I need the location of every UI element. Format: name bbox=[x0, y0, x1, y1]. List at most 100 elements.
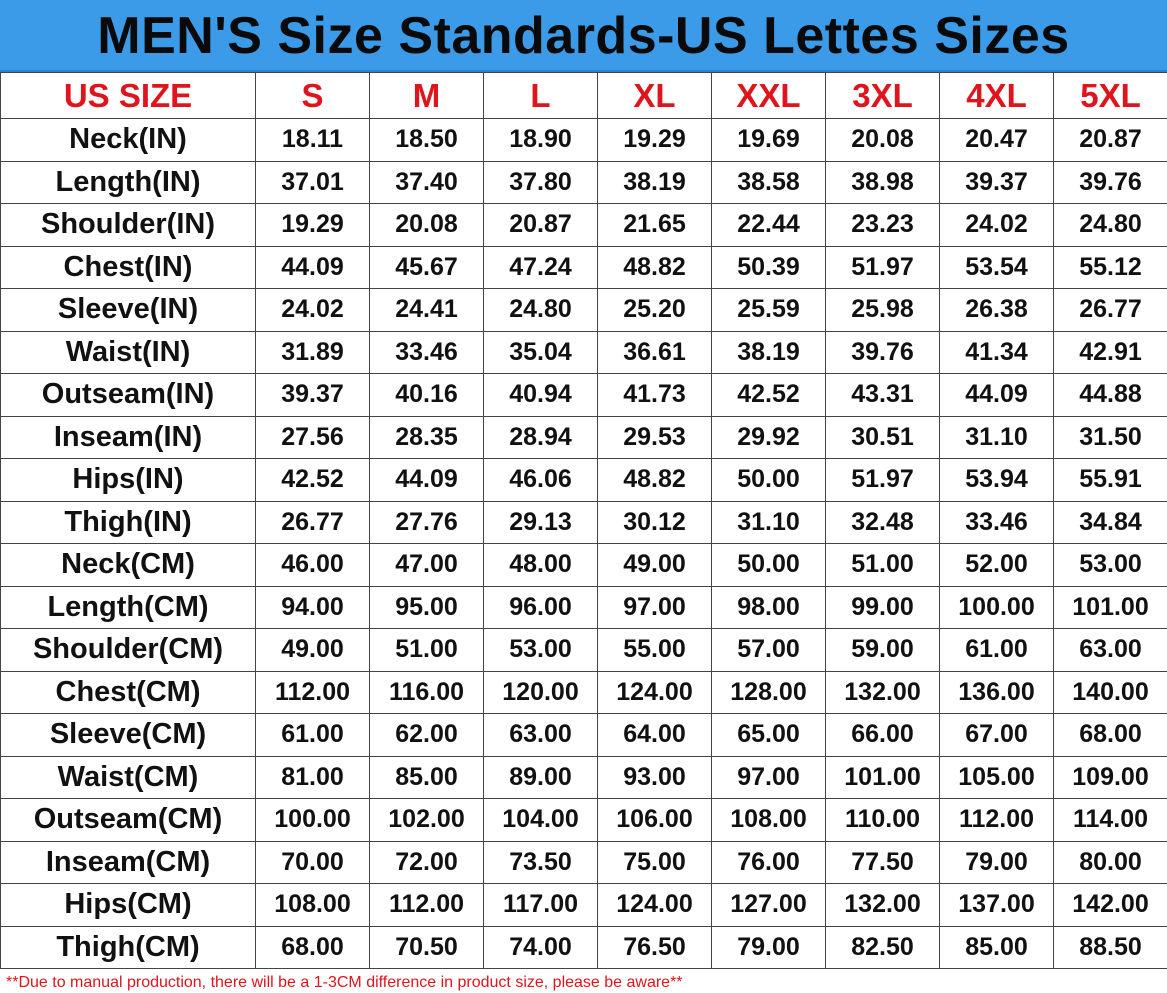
size-value: 29.92 bbox=[711, 415, 826, 459]
size-value: 18.11 bbox=[255, 118, 370, 162]
table-row: Outseam(CM) 100.00 102.00 104.00 106.00 108.0… bbox=[0, 798, 1167, 842]
size-value: 40.16 bbox=[369, 373, 484, 417]
row-label: Outseam(IN) bbox=[0, 373, 256, 417]
size-value: 18.90 bbox=[483, 118, 598, 162]
size-value: 70.50 bbox=[369, 925, 484, 969]
size-value: 102.00 bbox=[369, 798, 484, 842]
size-value: 93.00 bbox=[597, 755, 712, 799]
table-row: Sleeve(IN) 24.02 24.41 24.80 25.20 25.59 25.98… bbox=[0, 288, 1167, 332]
header-cell: US SIZE bbox=[0, 72, 256, 119]
size-value: 67.00 bbox=[939, 713, 1054, 757]
size-value: 112.00 bbox=[255, 670, 370, 714]
size-value: 37.40 bbox=[369, 160, 484, 204]
size-value: 45.67 bbox=[369, 245, 484, 289]
size-value: 29.13 bbox=[483, 500, 598, 544]
size-value: 53.00 bbox=[1053, 543, 1167, 587]
row-label: Thigh(CM) bbox=[0, 925, 256, 969]
size-value: 85.00 bbox=[939, 925, 1054, 969]
size-value: 124.00 bbox=[597, 670, 712, 714]
size-value: 59.00 bbox=[825, 628, 940, 672]
table-row: Shoulder(CM) 49.00 51.00 53.00 55.00 57.00 59.… bbox=[0, 628, 1167, 672]
size-value: 75.00 bbox=[597, 840, 712, 884]
table-row: Chest(CM) 112.00 116.00 120.00 124.00 128.00 1… bbox=[0, 670, 1167, 714]
size-value: 20.47 bbox=[939, 118, 1054, 162]
size-value: 128.00 bbox=[711, 670, 826, 714]
size-value: 39.37 bbox=[939, 160, 1054, 204]
row-label: Inseam(CM) bbox=[0, 840, 256, 884]
size-value: 46.00 bbox=[255, 543, 370, 587]
size-value: 79.00 bbox=[711, 925, 826, 969]
size-value: 48.82 bbox=[597, 245, 712, 289]
size-value: 47.24 bbox=[483, 245, 598, 289]
size-value: 137.00 bbox=[939, 883, 1054, 927]
size-value: 19.29 bbox=[597, 118, 712, 162]
size-value: 25.98 bbox=[825, 288, 940, 332]
size-value: 33.46 bbox=[369, 330, 484, 374]
size-value: 96.00 bbox=[483, 585, 598, 629]
size-value: 51.00 bbox=[825, 543, 940, 587]
table-row: Thigh(CM) 68.00 70.50 74.00 76.50 79.00 82.50 8… bbox=[0, 925, 1167, 969]
size-value: 27.76 bbox=[369, 500, 484, 544]
size-value: 49.00 bbox=[597, 543, 712, 587]
size-value: 49.00 bbox=[255, 628, 370, 672]
row-label: Length(IN) bbox=[0, 160, 256, 204]
table-row: Inseam(IN) 27.56 28.35 28.94 29.53 29.92 30.51… bbox=[0, 415, 1167, 459]
size-value: 28.94 bbox=[483, 415, 598, 459]
row-label: Shoulder(IN) bbox=[0, 203, 256, 247]
size-value: 20.08 bbox=[369, 203, 484, 247]
size-value: 30.51 bbox=[825, 415, 940, 459]
size-value: 136.00 bbox=[939, 670, 1054, 714]
size-value: 79.00 bbox=[939, 840, 1054, 884]
header-cell: M bbox=[369, 72, 484, 119]
size-value: 19.29 bbox=[255, 203, 370, 247]
row-label: Sleeve(CM) bbox=[0, 713, 256, 757]
size-value: 105.00 bbox=[939, 755, 1054, 799]
size-value: 116.00 bbox=[369, 670, 484, 714]
table-row: Inseam(CM) 70.00 72.00 73.50 75.00 76.00 77.50… bbox=[0, 840, 1167, 884]
size-value: 46.06 bbox=[483, 458, 598, 502]
row-label: Outseam(CM) bbox=[0, 798, 256, 842]
size-value: 64.00 bbox=[597, 713, 712, 757]
size-value: 24.80 bbox=[483, 288, 598, 332]
size-value: 106.00 bbox=[597, 798, 712, 842]
size-value: 112.00 bbox=[369, 883, 484, 927]
size-value: 25.20 bbox=[597, 288, 712, 332]
size-value: 34.84 bbox=[1053, 500, 1167, 544]
size-value: 82.50 bbox=[825, 925, 940, 969]
size-value: 44.09 bbox=[369, 458, 484, 502]
size-value: 22.44 bbox=[711, 203, 826, 247]
size-value: 20.08 bbox=[825, 118, 940, 162]
size-value: 88.50 bbox=[1053, 925, 1167, 969]
size-value: 124.00 bbox=[597, 883, 712, 927]
size-value: 104.00 bbox=[483, 798, 598, 842]
table-row: Chest(IN) 44.09 45.67 47.24 48.82 50.39 51.97 5… bbox=[0, 245, 1167, 289]
header-cell: XL bbox=[597, 72, 712, 119]
size-value: 41.73 bbox=[597, 373, 712, 417]
size-value: 81.00 bbox=[255, 755, 370, 799]
size-value: 37.80 bbox=[483, 160, 598, 204]
size-value: 50.00 bbox=[711, 458, 826, 502]
size-value: 80.00 bbox=[1053, 840, 1167, 884]
row-label: Inseam(IN) bbox=[0, 415, 256, 459]
size-value: 72.00 bbox=[369, 840, 484, 884]
row-label: Hips(IN) bbox=[0, 458, 256, 502]
size-value: 39.76 bbox=[1053, 160, 1167, 204]
row-label: Length(CM) bbox=[0, 585, 256, 629]
row-label: Sleeve(IN) bbox=[0, 288, 256, 332]
size-value: 132.00 bbox=[825, 883, 940, 927]
size-value: 66.00 bbox=[825, 713, 940, 757]
size-value: 51.97 bbox=[825, 245, 940, 289]
size-value: 120.00 bbox=[483, 670, 598, 714]
size-value: 36.61 bbox=[597, 330, 712, 374]
size-value: 48.82 bbox=[597, 458, 712, 502]
size-value: 61.00 bbox=[939, 628, 1054, 672]
size-value: 30.12 bbox=[597, 500, 712, 544]
size-value: 42.52 bbox=[711, 373, 826, 417]
size-value: 112.00 bbox=[939, 798, 1054, 842]
size-value: 24.02 bbox=[939, 203, 1054, 247]
size-value: 68.00 bbox=[1053, 713, 1167, 757]
size-value: 57.00 bbox=[711, 628, 826, 672]
size-value: 142.00 bbox=[1053, 883, 1167, 927]
size-value: 50.00 bbox=[711, 543, 826, 587]
